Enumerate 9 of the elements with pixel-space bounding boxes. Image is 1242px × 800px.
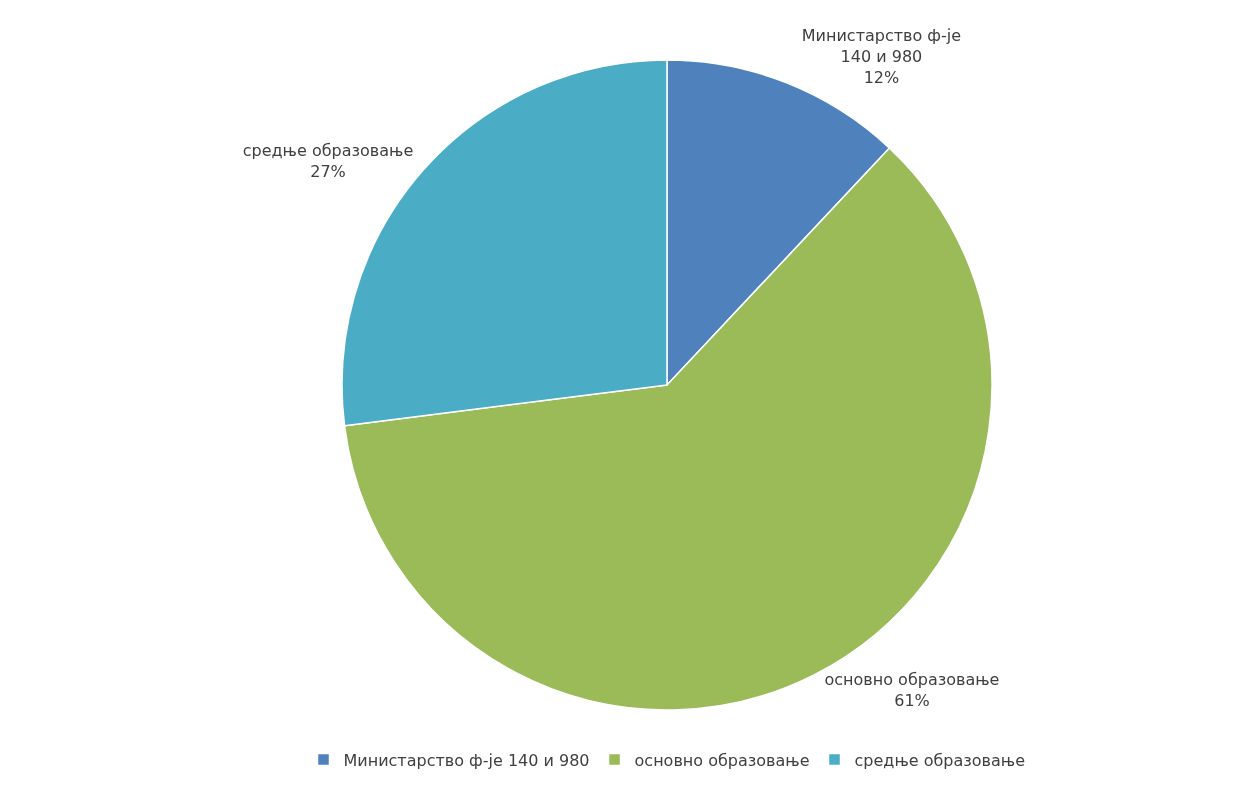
legend-label: основно образовање [634, 750, 810, 770]
slice-label: основно образовање [824, 670, 1000, 690]
data-label: 12% [863, 67, 900, 87]
legend-label: средње образовање [854, 750, 1026, 770]
slice-label: средње образовање [242, 141, 414, 161]
data-label: 61% [894, 691, 930, 711]
legend-label: Министарство ф-је 140 и 980 [343, 750, 590, 770]
data-label: 27% [310, 162, 346, 182]
slice-label: Министарство ф-је 140 и 980 [801, 26, 962, 67]
